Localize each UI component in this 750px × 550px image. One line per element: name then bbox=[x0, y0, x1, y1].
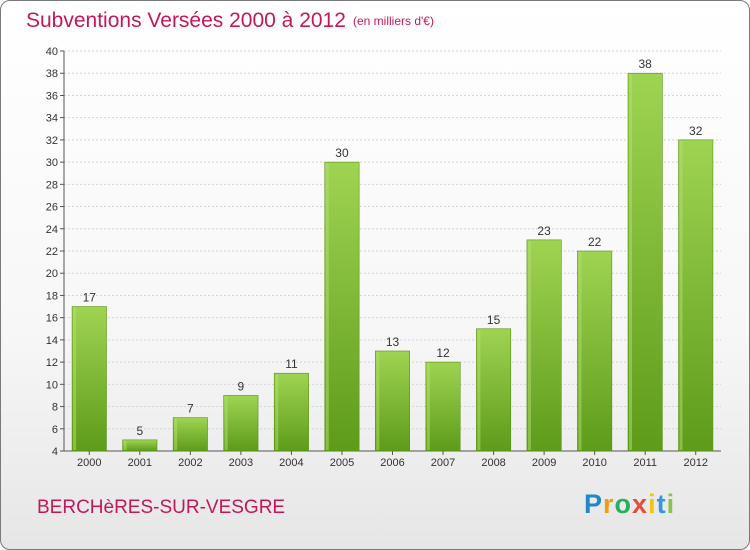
x-tick-label: 2006 bbox=[380, 457, 404, 469]
bar bbox=[273, 372, 309, 452]
bar bbox=[577, 250, 613, 452]
y-tick-label: 36 bbox=[46, 90, 58, 102]
y-tick-label: 40 bbox=[46, 46, 58, 58]
x-tick-label: 2004 bbox=[279, 457, 303, 469]
y-tick-label: 28 bbox=[46, 179, 58, 191]
bar bbox=[476, 328, 512, 452]
x-tick-label: 2002 bbox=[178, 457, 202, 469]
bar-highlight bbox=[629, 74, 633, 450]
bar-value-label: 11 bbox=[285, 357, 298, 371]
bar bbox=[375, 350, 410, 452]
x-tick-label: 2008 bbox=[481, 457, 505, 469]
x-tick-label: 2010 bbox=[582, 457, 606, 469]
y-tick-label: 24 bbox=[46, 224, 58, 236]
bar-value-label: 7 bbox=[187, 402, 194, 416]
bar-value-label: 5 bbox=[136, 424, 143, 438]
x-tick-label: 2000 bbox=[77, 457, 101, 469]
bar-highlight bbox=[477, 329, 481, 450]
bar-highlight bbox=[73, 307, 77, 450]
logo-letter: t bbox=[656, 489, 667, 519]
x-tick-label: 2001 bbox=[128, 457, 152, 469]
bar-value-label: 22 bbox=[588, 235, 602, 249]
bar bbox=[172, 417, 208, 452]
bar-value-label: 17 bbox=[83, 291, 97, 305]
bar-highlight bbox=[123, 440, 127, 450]
bar-highlight bbox=[174, 418, 178, 450]
bar bbox=[71, 306, 107, 452]
bar-highlight bbox=[527, 240, 531, 450]
y-tick-label: 6 bbox=[52, 424, 58, 436]
bar bbox=[678, 139, 714, 452]
y-tick-label: 22 bbox=[46, 246, 58, 258]
bar-highlight bbox=[224, 396, 228, 450]
commune-name: BERCHèRES-SUR-VESGRE bbox=[37, 497, 286, 518]
chart-title: Subventions Versées 2000 à 2012 bbox=[26, 9, 346, 32]
x-tick-label: 2007 bbox=[431, 457, 455, 469]
bar-value-label: 15 bbox=[487, 313, 501, 327]
logo-letter: i bbox=[666, 489, 676, 519]
y-tick-label: 18 bbox=[46, 290, 58, 302]
bar bbox=[425, 361, 461, 452]
bar-value-label: 13 bbox=[386, 335, 400, 349]
bar-highlight bbox=[376, 352, 380, 450]
y-tick-label: 16 bbox=[46, 313, 58, 325]
y-tick-label: 26 bbox=[46, 202, 58, 214]
chart-subtitle: (en milliers d'€) bbox=[353, 14, 434, 28]
y-tick-label: 30 bbox=[46, 157, 58, 169]
bar-highlight bbox=[426, 363, 430, 450]
bar bbox=[122, 439, 158, 452]
bar-value-label: 30 bbox=[335, 146, 349, 160]
bar bbox=[627, 72, 663, 452]
bar-value-label: 38 bbox=[639, 57, 653, 71]
bar-highlight bbox=[325, 163, 329, 450]
x-tick-label: 2012 bbox=[683, 457, 707, 469]
proxiti-logo: Proxiti bbox=[584, 489, 675, 520]
y-tick-label: 20 bbox=[46, 268, 58, 280]
y-tick-label: 8 bbox=[52, 402, 58, 414]
bar bbox=[324, 161, 360, 452]
bar-value-label: 32 bbox=[689, 124, 703, 138]
bar bbox=[526, 239, 562, 452]
x-tick-label: 2009 bbox=[532, 457, 556, 469]
y-tick-label: 12 bbox=[46, 357, 58, 369]
bar-highlight bbox=[275, 374, 279, 450]
bar-value-label: 23 bbox=[537, 224, 551, 238]
bar bbox=[223, 395, 259, 452]
y-tick-label: 38 bbox=[46, 68, 58, 80]
bar-highlight bbox=[578, 252, 582, 450]
logo-letter: P bbox=[584, 489, 604, 519]
bar-value-label: 12 bbox=[436, 346, 450, 360]
y-tick-label: 14 bbox=[46, 335, 58, 347]
y-tick-label: 32 bbox=[46, 135, 58, 147]
x-tick-label: 2005 bbox=[330, 457, 354, 469]
bar-highlight bbox=[679, 140, 683, 450]
x-tick-label: 2011 bbox=[633, 457, 657, 469]
logo-letter: r bbox=[603, 489, 615, 519]
y-tick-label: 34 bbox=[46, 113, 58, 125]
x-tick-label: 2003 bbox=[229, 457, 253, 469]
logo-letter: x bbox=[632, 489, 649, 519]
y-tick-label: 4 bbox=[52, 446, 58, 458]
logo-letter: i bbox=[648, 489, 657, 519]
logo-letter: o bbox=[614, 489, 633, 519]
bar-value-label: 9 bbox=[238, 379, 245, 393]
y-tick-label: 10 bbox=[46, 379, 58, 391]
